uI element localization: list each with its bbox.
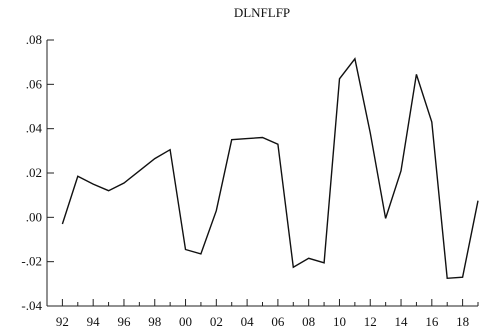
x-tick-label: 02	[210, 314, 223, 329]
y-tick-label: .08	[26, 32, 42, 47]
series-group	[61, 57, 479, 280]
y-tick-label: .02	[26, 165, 42, 180]
x-tick-label: 08	[302, 314, 315, 329]
x-axis-ticks: 92 94 96 98 00 02 04 06 08 10 12 14 16 18	[56, 299, 479, 329]
x-tick-label: 04	[241, 314, 255, 329]
x-tick-label: 06	[271, 314, 285, 329]
y-tick-label: .00	[26, 209, 42, 224]
chart-title: DLNFLFP	[234, 5, 290, 20]
x-tick-label: 92	[56, 314, 69, 329]
y-tick-label: .04	[26, 121, 43, 136]
x-tick-label: 94	[87, 314, 101, 329]
x-tick-label: 00	[179, 314, 192, 329]
y-tick-label: -.02	[21, 254, 42, 269]
y-tick-label: -.04	[21, 298, 42, 313]
x-tick-label: 12	[364, 314, 377, 329]
y-tick-label: .06	[26, 76, 43, 91]
x-tick-label: 16	[425, 314, 439, 329]
axes	[46, 40, 478, 307]
y-axis-ticks: .08 .06 .04 .02 .00 -.02 -.04	[21, 32, 54, 313]
series-line	[61, 57, 479, 280]
x-tick-label: 14	[395, 314, 409, 329]
x-tick-label: 96	[117, 314, 131, 329]
x-tick-label: 98	[148, 314, 161, 329]
x-tick-label: 10	[333, 314, 346, 329]
x-tick-label: 18	[456, 314, 469, 329]
